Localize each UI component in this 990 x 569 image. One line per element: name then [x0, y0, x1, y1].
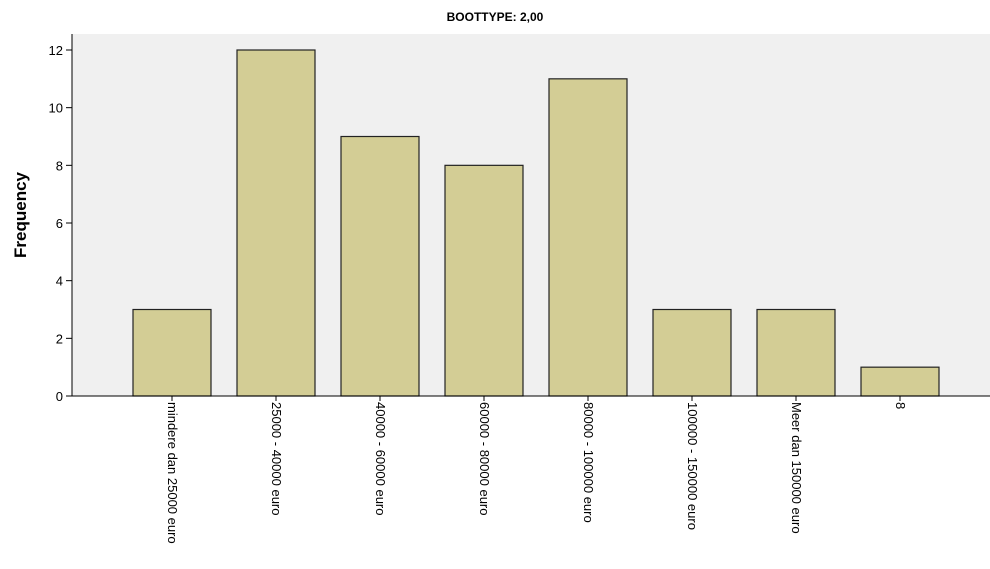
bar: [236, 49, 316, 397]
x-tick-label: 8: [893, 402, 908, 409]
y-tick-label: 8: [56, 158, 63, 173]
x-tick-label: 25000 - 40000 euro: [269, 402, 284, 515]
bar: [444, 164, 524, 397]
x-tick-label: 100000 - 150000 euro: [685, 402, 700, 530]
y-tick-label: 10: [49, 101, 63, 116]
x-tick-label: 40000 - 60000 euro: [373, 402, 388, 515]
bar: [340, 135, 420, 397]
x-tick-label: 60000 - 80000 euro: [477, 402, 492, 515]
y-axis-label: Frequency: [11, 171, 30, 258]
y-tick-label: 4: [56, 274, 63, 289]
bar: [132, 308, 212, 397]
x-tick-label: Meer dan 150000 euro: [789, 402, 804, 534]
x-tick-labels: mindere dan 25000 euro 25000 - 40000 euro…: [165, 396, 908, 544]
bars: [132, 49, 940, 397]
y-tick-label: 6: [56, 216, 63, 231]
plot-area: [72, 34, 990, 396]
bar: [860, 366, 940, 397]
y-tick-label: 2: [56, 331, 63, 346]
x-tick-label: 80000 - 100000 euro: [581, 402, 596, 523]
y-tick-label: 0: [56, 389, 63, 404]
bar: [756, 308, 836, 397]
bar: [548, 78, 628, 397]
bar: [652, 308, 732, 397]
chart-title: BOOTTYPE: 2,00: [447, 10, 544, 24]
y-ticks: 0 2 4 6 8 10 12: [49, 43, 72, 404]
x-tick-label: mindere dan 25000 euro: [165, 402, 180, 544]
y-tick-label: 12: [49, 43, 63, 58]
